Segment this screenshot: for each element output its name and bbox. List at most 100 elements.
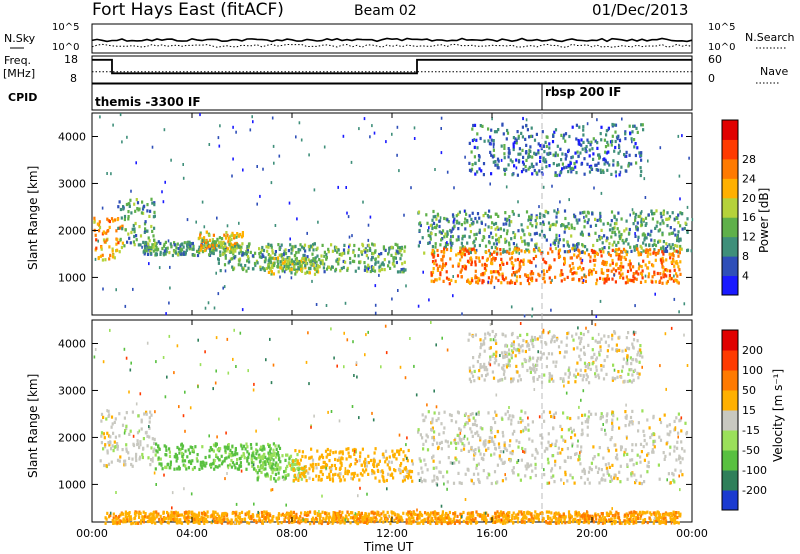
velocity-cell	[659, 420, 663, 425]
power-cell	[144, 240, 147, 245]
power-cell	[578, 265, 581, 269]
power-cell	[463, 248, 466, 252]
power-cell	[282, 253, 285, 257]
velocity-cell	[666, 424, 669, 428]
velocity-cell	[100, 412, 104, 416]
power-cell	[647, 272, 651, 276]
velocity-cell	[262, 461, 265, 465]
velocity-cell	[556, 451, 559, 455]
velocity-cell	[496, 463, 499, 467]
power-cell	[535, 231, 538, 235]
velocity-cell	[602, 473, 605, 477]
power-cell	[659, 272, 662, 276]
power-cell	[461, 245, 464, 249]
velocity-cell	[521, 419, 524, 423]
velocity-cell	[299, 473, 302, 477]
power-cell	[592, 152, 595, 156]
power-scatter-cell	[378, 273, 380, 277]
velocity-cell	[470, 479, 473, 483]
power-cell	[506, 128, 509, 133]
power-cell	[499, 227, 502, 231]
velocity-cell	[500, 458, 503, 462]
velocity-cell	[452, 518, 455, 522]
velocity-cell	[560, 427, 564, 432]
velocity-cell	[103, 436, 106, 440]
power-scatter-cell	[690, 249, 693, 253]
power-scatter-cell	[683, 302, 686, 306]
power-cell	[287, 264, 290, 268]
power-scatter-cell	[313, 188, 316, 192]
power-cell	[558, 248, 562, 252]
power-cell	[151, 243, 154, 247]
power-cell	[496, 157, 500, 161]
power-cell	[196, 253, 200, 258]
velocity-cell	[447, 513, 450, 517]
power-cell	[127, 232, 130, 236]
velocity-cell	[133, 511, 137, 516]
velocity-cell	[220, 454, 223, 458]
power-scatter-cell	[182, 176, 185, 180]
velocity-cell	[269, 447, 272, 451]
velocity-cell	[517, 445, 520, 449]
velocity-cell	[438, 411, 441, 415]
power-cell	[512, 264, 515, 268]
power-cell	[614, 139, 617, 144]
power-cell	[640, 246, 643, 250]
velocity-cell	[353, 452, 356, 456]
power-cell	[676, 262, 679, 266]
power-cell	[216, 238, 219, 242]
power-cell	[106, 217, 109, 221]
power-cell	[438, 277, 441, 281]
velocity-cell	[106, 451, 109, 455]
velocity-cell	[519, 430, 523, 434]
power-cell	[524, 250, 527, 254]
velocity-cell	[199, 460, 202, 464]
velocity-cell	[447, 456, 450, 460]
power-cell	[461, 237, 464, 241]
power-cell	[436, 266, 440, 271]
power-cell	[460, 268, 463, 272]
velocity-cell	[517, 420, 520, 424]
power-cell	[213, 240, 216, 244]
velocity-cell	[654, 513, 657, 518]
velocity-cell	[234, 514, 237, 518]
power-cell	[118, 226, 121, 230]
power-cell	[549, 265, 552, 269]
velocity-cell	[652, 432, 655, 436]
power-cell	[503, 278, 506, 282]
power-cell	[321, 262, 324, 266]
velocity-cell	[559, 466, 562, 470]
power-cell	[563, 261, 566, 265]
power-cell	[602, 262, 605, 266]
velocity-cell	[475, 466, 478, 470]
velocity-cell	[202, 463, 205, 467]
power-cell	[453, 225, 456, 229]
power-cell	[563, 230, 566, 234]
power-cell	[585, 214, 588, 218]
power-cell	[231, 265, 234, 269]
velocity-cell	[308, 476, 311, 480]
velocity-cell	[234, 450, 237, 454]
power-cell	[530, 162, 533, 166]
power-cell	[674, 244, 677, 248]
velocity-cell	[179, 513, 182, 517]
power-cell	[98, 229, 101, 233]
velocity-cell	[576, 514, 579, 518]
velocity-cell	[576, 444, 579, 448]
velocity-cell	[607, 462, 610, 466]
velocity-cell	[553, 480, 556, 484]
velocity-cell	[301, 450, 304, 454]
power-cell	[507, 155, 510, 159]
velocity-cell	[564, 521, 567, 525]
power-cell	[604, 145, 608, 149]
power-cell	[231, 257, 234, 261]
power-cell	[371, 242, 374, 246]
power-cell	[496, 247, 499, 251]
power-cell	[212, 247, 216, 251]
power-cell	[246, 254, 250, 259]
power-cell	[519, 281, 522, 286]
power-cell	[139, 234, 143, 238]
power-cell	[629, 131, 632, 135]
velocity-cell	[587, 520, 590, 525]
power-scatter-cell	[600, 191, 603, 195]
